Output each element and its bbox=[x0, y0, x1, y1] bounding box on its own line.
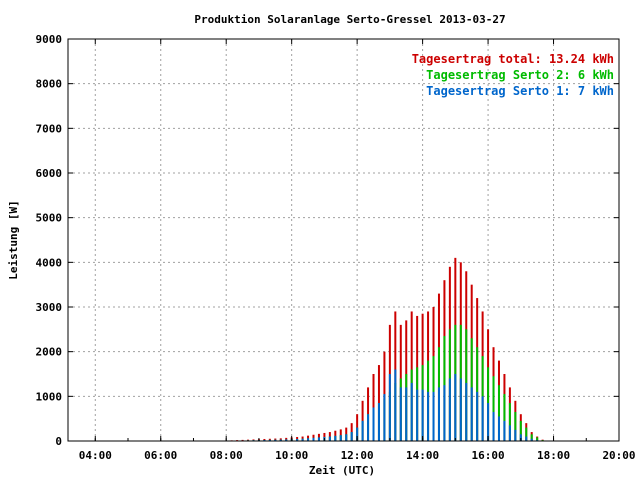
y-tick-label: 9000 bbox=[36, 33, 63, 46]
bar-series-3 bbox=[334, 435, 337, 441]
y-tick-label: 1000 bbox=[36, 390, 63, 403]
y-tick-label: 7000 bbox=[36, 122, 63, 135]
bar-series-3 bbox=[350, 432, 353, 441]
bar-series-3 bbox=[317, 437, 320, 441]
bar-series-3 bbox=[307, 438, 310, 441]
legend: Tagesertrag total: 13.24 kWh Tagesertrag … bbox=[412, 52, 614, 98]
bar-series-3 bbox=[454, 374, 457, 441]
bar-series-3 bbox=[345, 434, 348, 441]
y-tick-label: 5000 bbox=[36, 212, 63, 225]
bar-series-3 bbox=[497, 416, 500, 441]
bar-series-3 bbox=[383, 394, 386, 441]
x-tick-label: 12:00 bbox=[341, 449, 374, 462]
legend-entry: Tagesertrag Serto 2: 6 kWh bbox=[426, 68, 614, 82]
bar-series-3 bbox=[399, 387, 402, 441]
bar-series-3 bbox=[274, 439, 277, 441]
bar-series-2 bbox=[525, 427, 528, 441]
bar-series-3 bbox=[268, 439, 271, 441]
y-tick-label: 6000 bbox=[36, 167, 63, 180]
x-tick-label: 14:00 bbox=[406, 449, 439, 462]
x-tick-label: 20:00 bbox=[602, 449, 635, 462]
x-tick-label: 16:00 bbox=[472, 449, 505, 462]
legend-entry: Tagesertrag Serto 1: 7 kWh bbox=[426, 84, 614, 98]
bar-series-3 bbox=[427, 391, 430, 441]
plot-area-frame bbox=[67, 38, 620, 442]
bar-series-3 bbox=[394, 369, 397, 441]
x-tick-label: 04:00 bbox=[79, 449, 112, 462]
y-tick-label: 4000 bbox=[36, 256, 63, 269]
bar-series bbox=[225, 257, 544, 441]
bar-series-2 bbox=[497, 385, 500, 441]
bar-series-3 bbox=[421, 389, 424, 441]
bar-series-3 bbox=[301, 438, 304, 441]
bar-series-3 bbox=[514, 429, 517, 441]
axis-ticks: 0 1000 2000 3000 4000 5000 6000 7000 8000 9000 04:… bbox=[36, 33, 636, 462]
bar-series-3 bbox=[388, 374, 391, 441]
bar-series-3 bbox=[519, 434, 522, 441]
bar-series-3 bbox=[416, 389, 419, 441]
bar-series-3 bbox=[312, 437, 315, 441]
bar-series-3 bbox=[525, 436, 528, 441]
bar-series-3 bbox=[356, 427, 359, 441]
x-tick-label: 06:00 bbox=[144, 449, 177, 462]
x-axis-label: Zeit (UTC) bbox=[309, 464, 375, 477]
x-tick-label: 18:00 bbox=[537, 449, 570, 462]
bar-series-2 bbox=[514, 411, 517, 441]
bar-series-3 bbox=[405, 387, 408, 441]
bar-series-3 bbox=[465, 382, 468, 441]
y-tick-label: 8000 bbox=[36, 78, 63, 91]
x-tick-label: 10:00 bbox=[275, 449, 308, 462]
y-axis-label: Leistung [W] bbox=[7, 200, 20, 279]
bar-series-2 bbox=[492, 376, 495, 441]
bar-series-3 bbox=[432, 391, 435, 441]
bar-series-2 bbox=[508, 403, 511, 441]
bar-series-3 bbox=[377, 403, 380, 441]
y-tick-label: 3000 bbox=[36, 301, 63, 314]
bar-series-3 bbox=[503, 420, 506, 441]
bar-series-3 bbox=[470, 387, 473, 441]
bar-series-3 bbox=[328, 436, 331, 441]
bar-series-3 bbox=[296, 438, 299, 441]
bar-series-3 bbox=[437, 387, 440, 441]
bar-series-3 bbox=[487, 403, 490, 441]
bar-series-3 bbox=[492, 411, 495, 441]
bar-series-2 bbox=[519, 420, 522, 441]
bar-series-1 bbox=[323, 432, 326, 441]
bar-series-2 bbox=[536, 437, 539, 441]
bar-series-3 bbox=[410, 382, 413, 441]
y-tick-label: 0 bbox=[55, 435, 62, 448]
bar-series-2 bbox=[503, 394, 506, 441]
bar-series-3 bbox=[285, 439, 288, 441]
chart-title: Produktion Solaranlage Serto-Gressel 201… bbox=[194, 13, 505, 26]
x-tick-label: 08:00 bbox=[210, 449, 243, 462]
bar-series-3 bbox=[530, 438, 533, 441]
bar-series-3 bbox=[459, 378, 462, 441]
bar-series-3 bbox=[372, 407, 375, 441]
bar-series-1 bbox=[285, 437, 288, 441]
bar-series-3 bbox=[361, 420, 364, 441]
y-tick-label: 2000 bbox=[36, 346, 63, 359]
bar-series-3 bbox=[339, 435, 342, 441]
bar-series-2 bbox=[530, 434, 533, 441]
bar-series-3 bbox=[279, 439, 282, 441]
bar-series-3 bbox=[476, 391, 479, 441]
bar-series-3 bbox=[448, 378, 451, 441]
bar-series-3 bbox=[263, 439, 266, 441]
bar-series-1 bbox=[350, 423, 353, 441]
grid-lines bbox=[68, 39, 619, 441]
bar-series-3 bbox=[443, 385, 446, 441]
bar-series-3 bbox=[367, 414, 370, 441]
bar-series-3 bbox=[508, 425, 511, 441]
bar-series-3 bbox=[481, 396, 484, 441]
legend-entry: Tagesertrag total: 13.24 kWh bbox=[412, 52, 614, 66]
